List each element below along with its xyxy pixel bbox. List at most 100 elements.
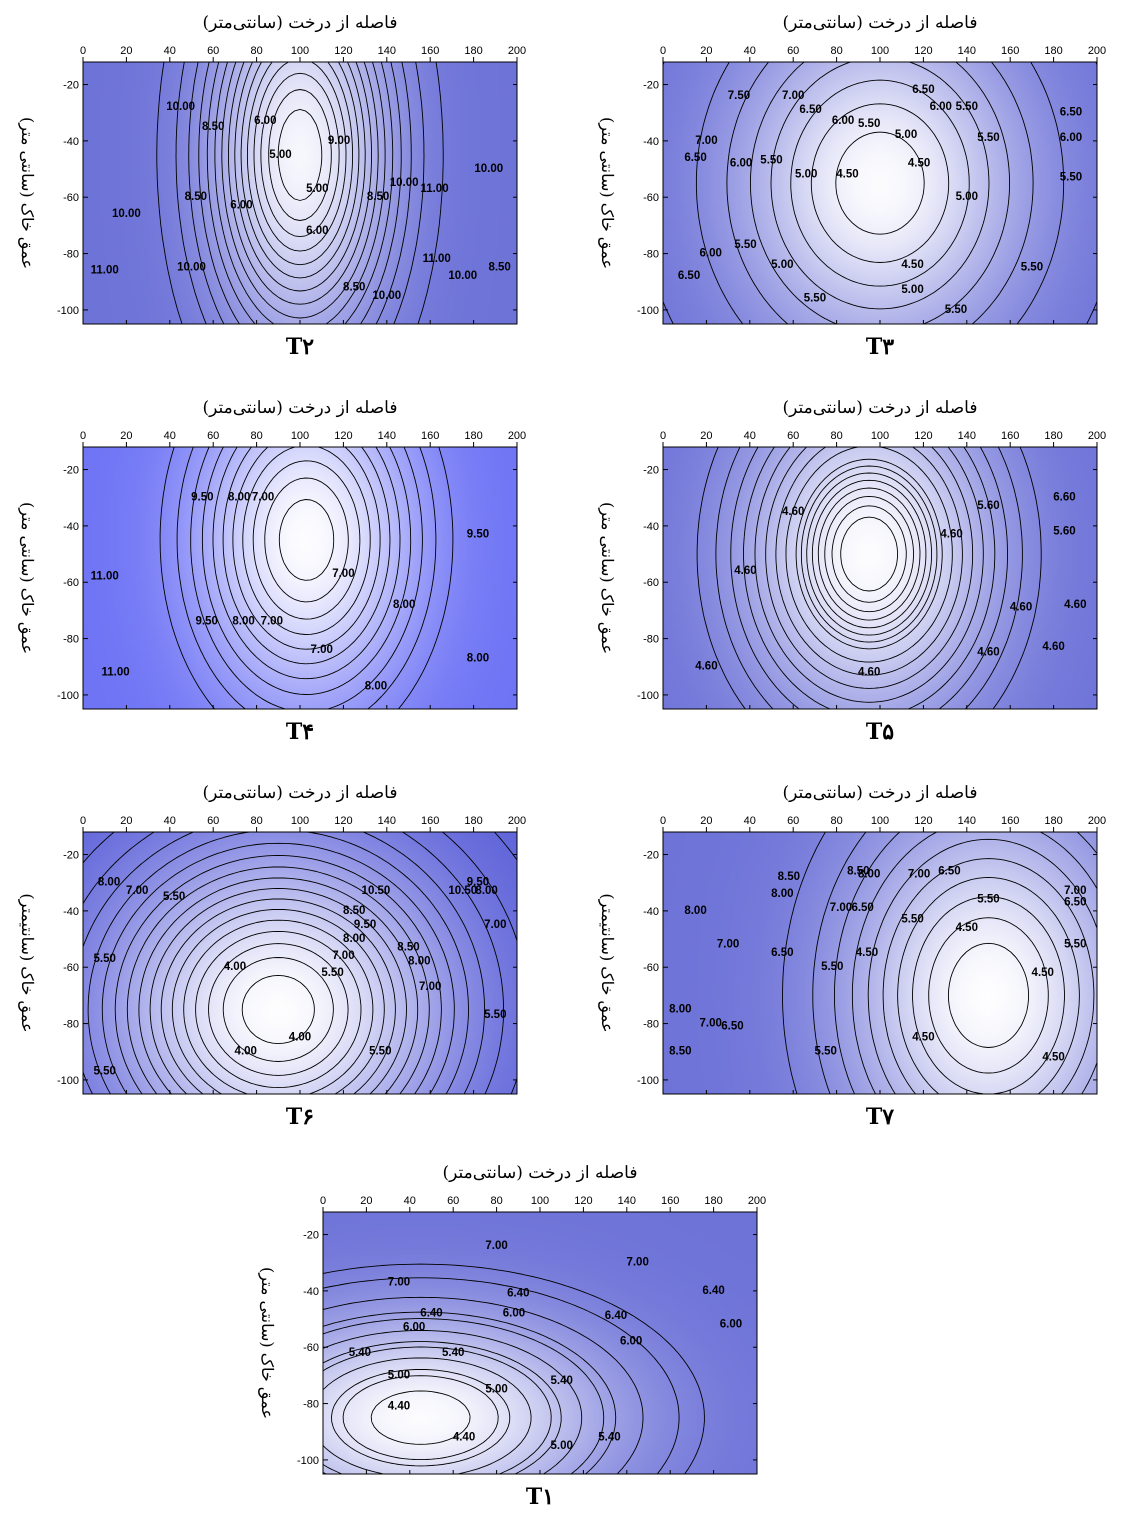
x-tick-label: 140 [958, 45, 976, 57]
y-tick-label: -40 [643, 136, 659, 148]
contour-fill [83, 447, 517, 709]
contour-plot: 0 20 40 60 80 100 120 140 160 180 200 -20 -40 -60 -80 -… [598, 13, 1106, 360]
contour-label: 8.00 [393, 599, 415, 611]
chart-t4: 0 20 40 60 80 100 120 140 160 180 200 -20 -40 -60 -80 -… [0, 385, 560, 753]
x-tick-label: 180 [1044, 45, 1062, 57]
x-tick-label: 180 [704, 1195, 722, 1207]
contour-label: 6.40 [420, 1307, 442, 1319]
contour-line [726, 62, 1034, 324]
x-tick-label: 160 [661, 1195, 679, 1207]
contour-line [277, 108, 323, 201]
contour-label: 7.00 [782, 90, 804, 102]
contour-line [195, 930, 362, 1089]
contour-label: 8.50 [367, 191, 389, 203]
contour-label: 9.50 [467, 877, 489, 889]
contour-label: 6.00 [254, 115, 276, 127]
x-tick-label: 60 [207, 815, 219, 827]
contour-line [190, 447, 423, 709]
y-tick-label: -80 [63, 634, 79, 646]
contour-label: 8.00 [365, 680, 387, 692]
y-axis-title: عمق خاک (سانتیمتر) [18, 893, 37, 1032]
x-tick-label: 180 [1044, 815, 1062, 827]
contour-label: 7.00 [908, 868, 930, 880]
contour-label: 11.00 [423, 253, 451, 265]
contour-label: 8.50 [185, 191, 207, 203]
contour-label: 5.50 [760, 155, 782, 167]
contour-label: 6.50 [851, 902, 873, 914]
contour-line [171, 908, 385, 1094]
x-tick-label: 120 [914, 815, 932, 827]
x-tick-label: 180 [464, 45, 482, 57]
contour-label: 6.50 [721, 1020, 743, 1032]
x-tick-label: 120 [334, 45, 352, 57]
x-axis-title: فاصله از درخت (سانتی‌متر) [783, 13, 978, 33]
contour-lines [83, 832, 517, 1094]
contour-label: 5.50 [815, 1046, 837, 1058]
x-tick-label: 80 [250, 430, 262, 442]
contour-label: 5.00 [795, 169, 817, 181]
contour-line [156, 62, 444, 324]
contour-fill [663, 447, 1097, 709]
contour-label: 7.00 [332, 568, 354, 580]
contour-label: 6.40 [605, 1310, 627, 1322]
x-tick-label: 200 [1088, 430, 1106, 442]
y-axis-title: عمق خاک (سانتیمتر) [598, 893, 617, 1032]
x-tick-label: 160 [1001, 430, 1019, 442]
x-tick-label: 200 [508, 45, 526, 57]
y-tick-label: -60 [643, 962, 659, 974]
contour-label: 4.60 [940, 528, 962, 540]
contour-label: 7.00 [388, 1276, 410, 1288]
contour-label: 8.00 [684, 905, 706, 917]
y-tick-label: -40 [63, 906, 79, 918]
x-tick-label: 100 [291, 45, 309, 57]
contour-line [323, 1318, 605, 1474]
contour-line [824, 495, 914, 613]
contour-label: 5.50 [977, 894, 999, 906]
contour-label: 5.40 [598, 1431, 620, 1443]
contour-label: 8.00 [475, 885, 497, 897]
contour-label: 5.60 [977, 500, 999, 512]
x-tick-label: 60 [207, 430, 219, 442]
contour-label: 10.00 [372, 290, 401, 302]
contour-label: 6.00 [930, 101, 952, 113]
contour-plot: 0 20 40 60 80 100 120 140 160 180 200 -20 -40 -60 -80 -… [598, 398, 1106, 745]
contour-label: 4.60 [782, 506, 804, 518]
contour-label: 8.00 [408, 956, 430, 968]
contour-line [159, 447, 454, 709]
contour-label: 5.50 [956, 101, 978, 113]
contour-line [817, 487, 921, 621]
contour-label: 4.60 [1010, 602, 1032, 614]
contour-label: 7.00 [700, 1018, 722, 1030]
contour-label: 6.50 [771, 947, 793, 959]
contour-lines [156, 62, 444, 324]
contour-line [867, 838, 1097, 1094]
contour-line [222, 447, 391, 665]
y-tick-label: -60 [303, 1342, 319, 1354]
y-tick-label: -20 [643, 465, 659, 477]
contour-label: 6.50 [684, 152, 706, 164]
contour-label: 10.00 [177, 262, 206, 274]
x-tick-label: 80 [490, 1195, 502, 1207]
x-tick-label: 140 [618, 1195, 636, 1207]
contour-label: 5.50 [94, 1065, 116, 1077]
contour-label: 5.40 [442, 1347, 464, 1359]
y-tick-label: -20 [303, 1230, 319, 1242]
contour-plot: 0 20 40 60 80 100 120 140 160 180 200 -20 -40 -60 -80 -… [18, 783, 526, 1130]
contour-label: 8.50 [847, 865, 869, 877]
contour-label: 4.50 [1032, 967, 1054, 979]
contour-line [323, 1277, 680, 1474]
contour-line [790, 79, 970, 287]
x-tick-label: 160 [421, 430, 439, 442]
contour-line [252, 460, 361, 620]
contour-line [214, 62, 386, 324]
contour-line [770, 62, 990, 310]
contour-label: 4.50 [1042, 1051, 1064, 1063]
x-axis-title: فاصله از درخت (سانتی‌متر) [203, 13, 398, 33]
contour-label: 6.00 [620, 1336, 642, 1348]
contour-label: 5.40 [349, 1347, 371, 1359]
contour-label: 6.50 [678, 270, 700, 282]
y-tick-label: -100 [297, 1455, 319, 1467]
contour-label: 7.00 [1064, 885, 1086, 897]
x-tick-label: 0 [80, 45, 86, 57]
x-tick-label: 20 [700, 815, 712, 827]
